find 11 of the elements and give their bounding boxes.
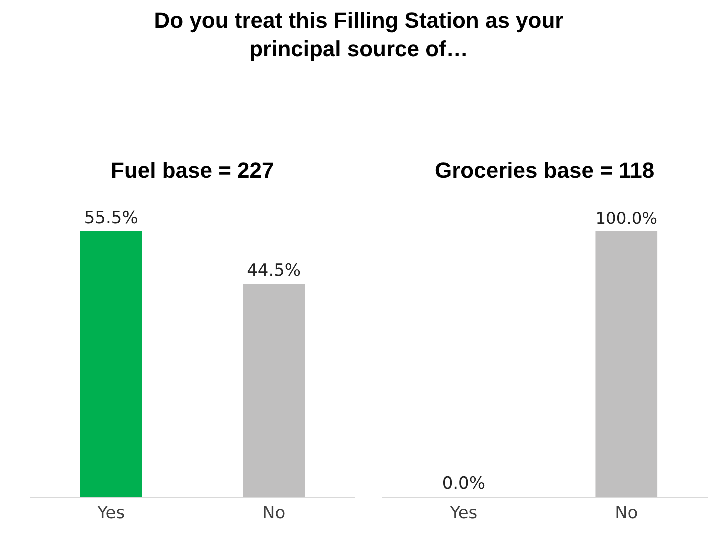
data-label: 100.0%	[596, 208, 658, 228]
data-label: 0.0%	[442, 474, 486, 494]
chart-subtitle: Groceries base = 118	[435, 158, 655, 183]
x-tick-label: Yes	[449, 503, 478, 524]
x-tick-label: No	[615, 503, 638, 524]
data-label: 44.5%	[247, 261, 302, 282]
chart-subtitle: Fuel base = 227	[111, 158, 274, 183]
x-tick-label: Yes	[96, 503, 126, 524]
chart-title: Do you treat this Filling Station as your principal source of…	[154, 8, 564, 62]
data-label: 55.5%	[84, 208, 138, 229]
x-tick-label: No	[262, 503, 286, 524]
